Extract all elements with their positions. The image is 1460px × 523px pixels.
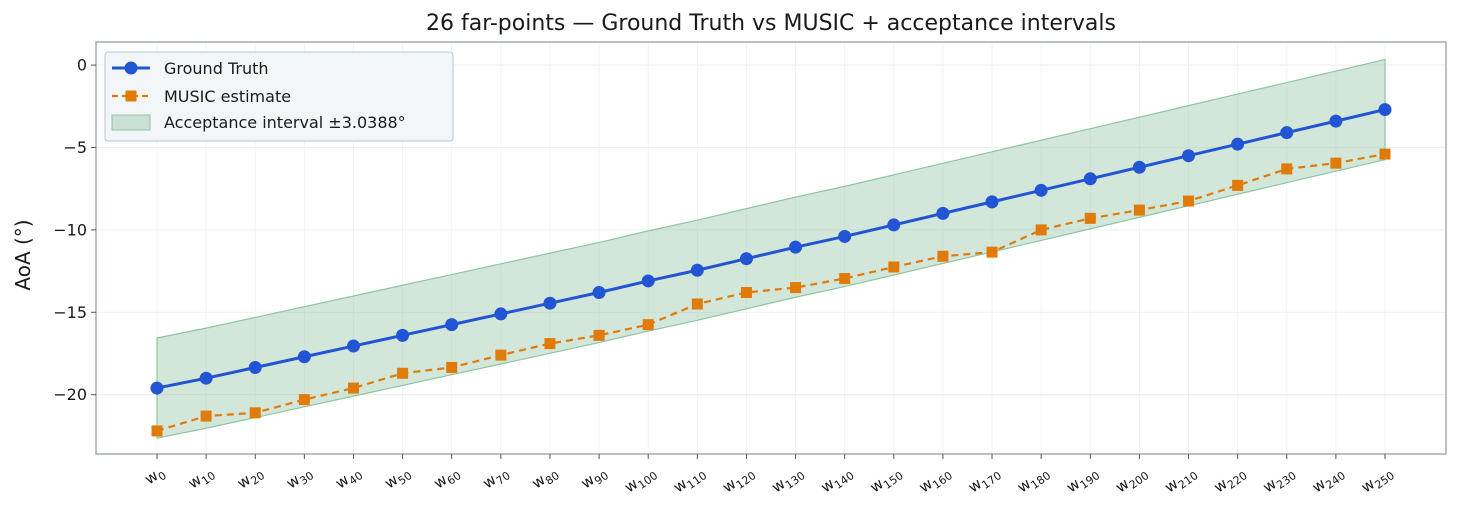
data-point-music-estimate xyxy=(1281,163,1293,175)
data-point-ground-truth xyxy=(543,296,557,310)
data-point-ground-truth xyxy=(1329,114,1343,128)
data-point-music-estimate xyxy=(1133,204,1145,216)
series-line-music-estimate xyxy=(156,152,1386,432)
data-point-ground-truth xyxy=(396,328,410,342)
data-point-ground-truth xyxy=(248,360,262,374)
data-point-music-estimate xyxy=(986,246,998,258)
legend-ground-truth-marker xyxy=(124,61,138,75)
acceptance-band xyxy=(156,58,1386,439)
data-point-ground-truth xyxy=(936,206,950,220)
legend-entry-music-estimate: MUSIC estimate xyxy=(112,87,291,106)
y-axis-label: AoA (°) xyxy=(11,219,35,290)
data-point-ground-truth xyxy=(1280,126,1294,140)
legend-box xyxy=(104,51,454,142)
data-point-music-estimate xyxy=(200,410,212,422)
series-layer xyxy=(150,103,1392,437)
series-music-estimate xyxy=(151,148,1391,437)
legend-band-swatch xyxy=(111,114,151,131)
legend-ground-truth-label: Ground Truth xyxy=(164,59,269,78)
data-point-ground-truth xyxy=(150,381,164,395)
chart-title: 26 far-points — Ground Truth vs MUSIC + … xyxy=(426,11,1116,36)
data-point-ground-truth xyxy=(887,218,901,232)
y-tick-label: −20 xyxy=(53,385,87,404)
legend-band-label: Acceptance interval ±3.0388° xyxy=(164,113,406,132)
y-axis: 0 −5 −10 −15 −20 xyxy=(53,56,96,404)
data-point-music-estimate xyxy=(446,361,458,373)
data-point-ground-truth xyxy=(494,307,508,321)
data-point-music-estimate xyxy=(397,367,409,379)
series-line-ground-truth xyxy=(156,108,1386,390)
data-point-music-estimate xyxy=(593,329,605,341)
legend-entry-ground-truth: Ground Truth xyxy=(112,59,269,78)
series-ground-truth xyxy=(150,103,1392,395)
legend: Ground Truth MUSIC estimate Acceptance i… xyxy=(104,51,454,142)
data-point-ground-truth xyxy=(690,263,704,277)
data-point-ground-truth xyxy=(1083,172,1097,186)
y-tick-label: −10 xyxy=(53,220,87,239)
data-point-ground-truth xyxy=(1182,149,1196,163)
data-point-ground-truth xyxy=(838,229,852,243)
acceptance-interval-band xyxy=(156,58,1386,439)
data-point-music-estimate xyxy=(790,282,802,294)
data-point-music-estimate xyxy=(249,407,261,419)
data-point-ground-truth xyxy=(1034,183,1048,197)
data-point-music-estimate xyxy=(642,319,654,331)
plot-frame xyxy=(95,41,1447,455)
data-point-ground-truth xyxy=(297,350,311,364)
data-point-music-estimate xyxy=(544,338,556,350)
data-point-music-estimate xyxy=(740,286,752,298)
data-point-ground-truth xyxy=(789,240,803,254)
data-point-music-estimate xyxy=(1084,212,1096,224)
data-point-ground-truth xyxy=(445,318,459,332)
data-point-music-estimate xyxy=(347,382,359,394)
data-point-ground-truth xyxy=(1231,137,1245,151)
data-point-music-estimate xyxy=(1379,148,1391,160)
data-point-ground-truth xyxy=(985,195,999,209)
data-point-ground-truth xyxy=(199,371,213,385)
x-axis: w0 w10 w20 w30 w40 w50 w60 w70 w80 w90 w100 w110 w12… xyxy=(141,454,1397,496)
data-point-ground-truth xyxy=(739,252,753,266)
y-tick-label: 0 xyxy=(77,56,87,75)
data-point-music-estimate xyxy=(151,425,163,437)
data-point-music-estimate xyxy=(691,298,703,310)
legend-music-marker xyxy=(125,90,137,102)
data-point-music-estimate xyxy=(1232,179,1244,191)
y-tick-label: −15 xyxy=(53,303,87,322)
data-point-ground-truth xyxy=(1378,103,1392,117)
data-point-music-estimate xyxy=(937,250,949,262)
legend-entry-acceptance-interval: Acceptance interval ±3.0388° xyxy=(111,113,406,132)
data-point-ground-truth xyxy=(346,339,360,353)
data-point-music-estimate xyxy=(1330,157,1342,169)
y-tick-label: −5 xyxy=(63,138,87,157)
data-point-music-estimate xyxy=(839,272,851,284)
legend-music-label: MUSIC estimate xyxy=(164,87,291,106)
data-point-music-estimate xyxy=(1183,195,1195,207)
data-point-ground-truth xyxy=(592,285,606,299)
data-point-music-estimate xyxy=(1035,224,1047,236)
data-point-music-estimate xyxy=(495,349,507,361)
data-point-ground-truth xyxy=(641,274,655,288)
data-point-music-estimate xyxy=(298,394,310,406)
data-point-ground-truth xyxy=(1132,160,1146,174)
data-point-music-estimate xyxy=(888,261,900,273)
